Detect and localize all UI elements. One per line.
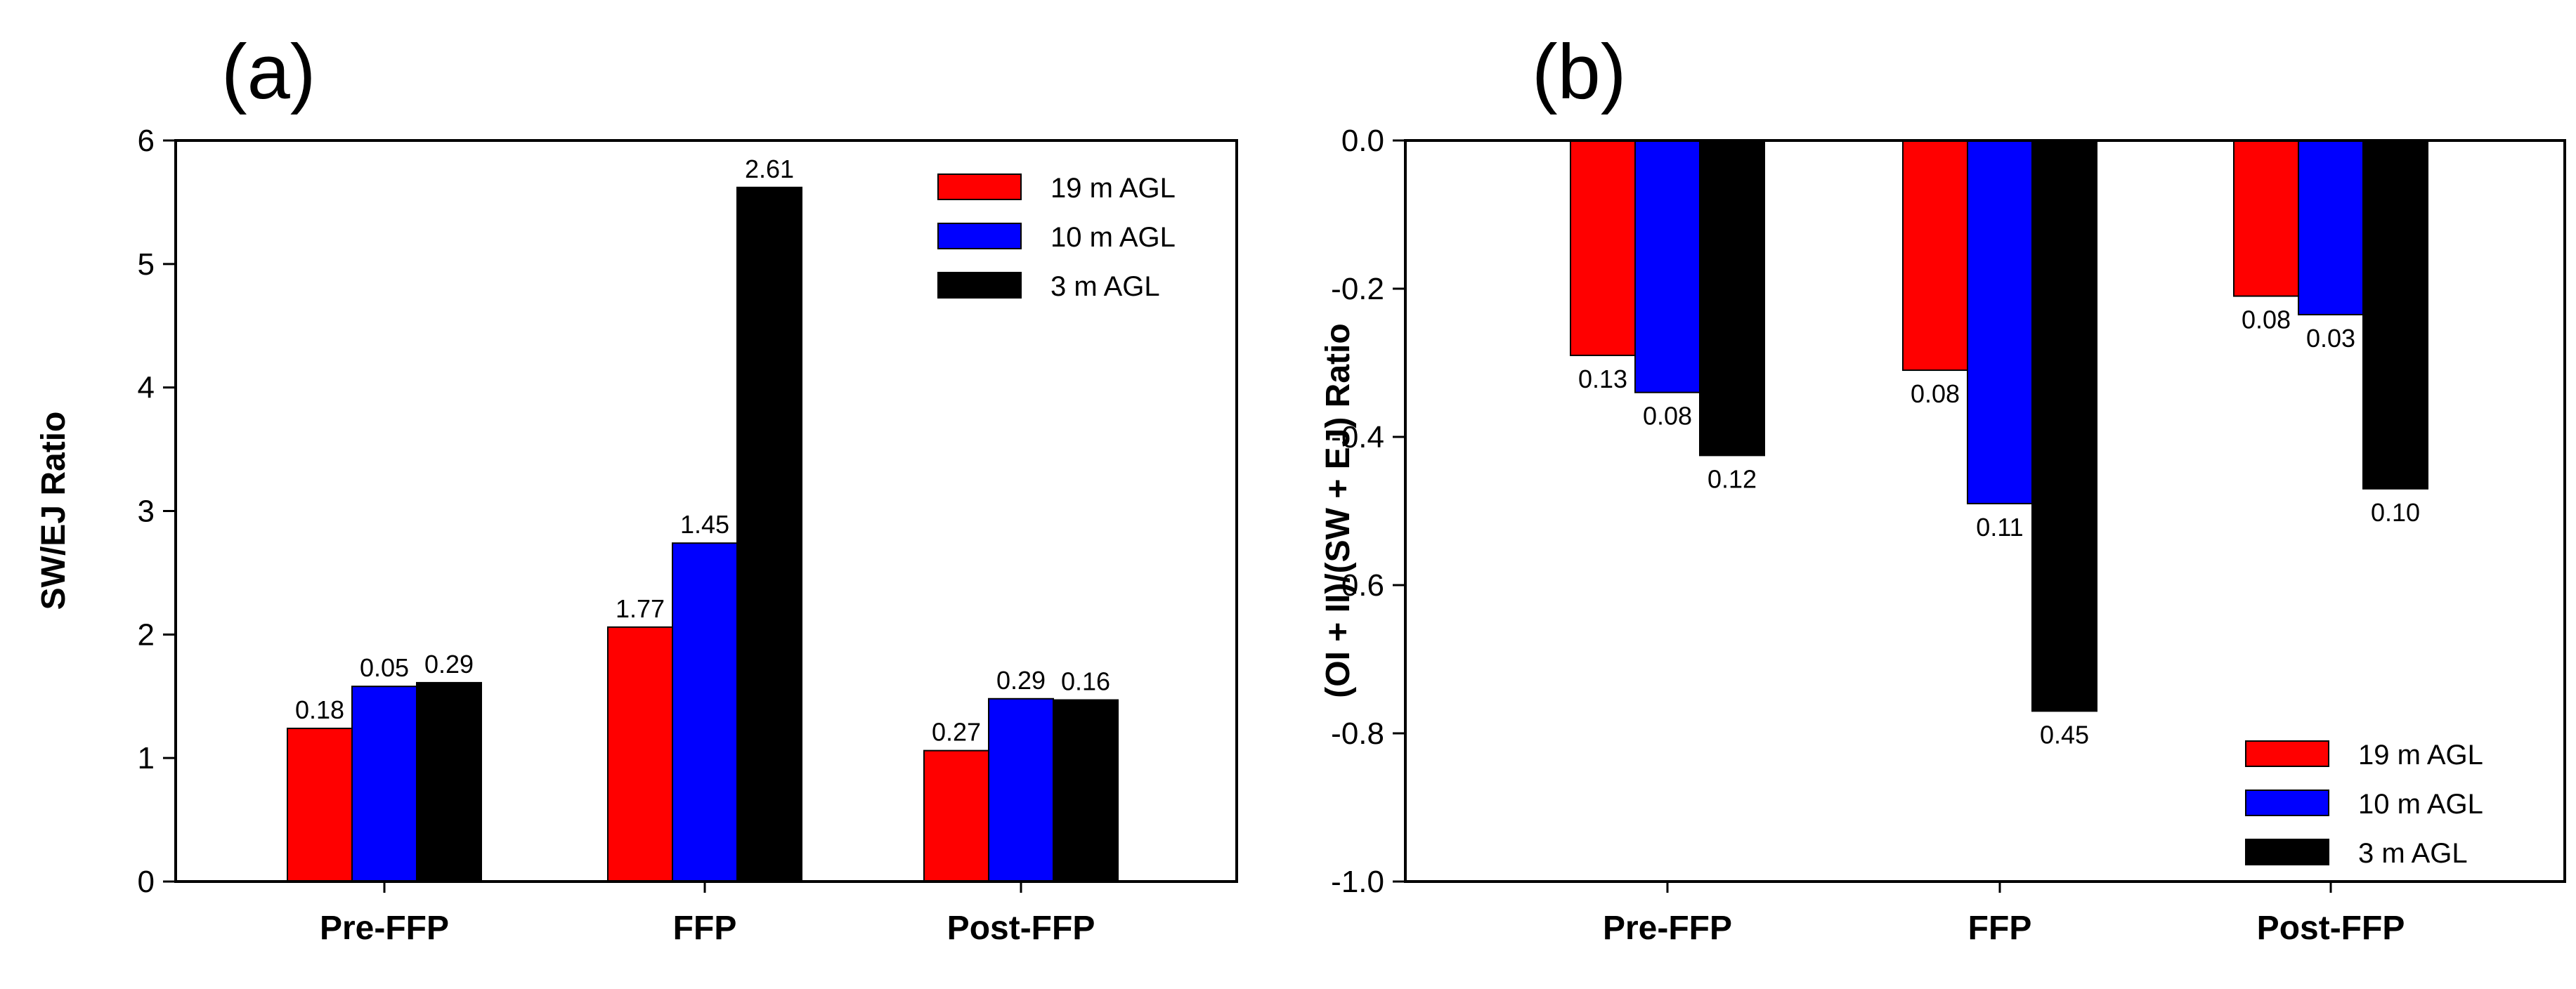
data-label: 0.03 <box>2306 324 2355 353</box>
legend-swatch <box>2245 740 2329 767</box>
chart-panel-b: (b) 0.13 0.08 0.08 0.08 0.11 0.03 0.12 0.45 0.10 0… <box>1320 29 2566 947</box>
data-label: 0.08 <box>1643 402 1692 431</box>
bar-post-ffp-19-m-agl <box>2233 140 2299 297</box>
y-tick-label: -0.8 <box>1331 716 1384 751</box>
legend-swatch <box>937 173 1022 200</box>
data-label: 0.11 <box>1976 513 2023 542</box>
bar-post-ffp-3-m-agl <box>1053 699 1119 883</box>
x-category-label: Pre-FFP <box>1603 910 1732 947</box>
data-label: 0.29 <box>424 650 474 679</box>
x-category-label: Post-FFP <box>947 910 1095 947</box>
bar-post-ffp-3-m-agl <box>2362 140 2428 490</box>
legend-swatch <box>2245 839 2329 865</box>
bar-pre-ffp-10-m-agl <box>1634 140 1700 393</box>
data-label: 0.29 <box>996 666 1046 695</box>
bar-ffp-19-m-agl <box>1902 140 1968 372</box>
y-tick-label: -1.0 <box>1331 865 1384 899</box>
x-category-label: FFP <box>673 910 737 947</box>
data-label: 0.27 <box>932 718 981 747</box>
data-label: 0.16 <box>1061 667 1110 696</box>
legend-label: 19 m AGL <box>1050 173 1176 204</box>
y-tick-label: 0 <box>138 865 155 899</box>
data-label: 1.77 <box>616 594 665 623</box>
panel-label: (a) <box>221 29 316 115</box>
y-tick-label: 4 <box>138 371 155 405</box>
y-tick-label: 6 <box>138 124 155 158</box>
legend-label: 10 m AGL <box>1050 222 1176 253</box>
data-label: 0.12 <box>1707 464 1757 493</box>
legend-swatch <box>937 272 1022 299</box>
bar-ffp-3-m-agl <box>736 186 802 883</box>
data-label: 0.10 <box>2371 498 2420 527</box>
bar-ffp-19-m-agl <box>607 626 673 882</box>
bar-ffp-10-m-agl <box>1967 140 2033 504</box>
bar-post-ffp-19-m-agl <box>923 749 989 883</box>
chart-panel-a: (a) 0.18 1.77 0.27 0.05 1.45 0.29 0.29 2.61 0.16 0… <box>35 29 1238 947</box>
data-label: 0.08 <box>1911 379 1960 408</box>
bar-pre-ffp-3-m-agl <box>1699 140 1765 457</box>
y-tick-label: 5 <box>138 247 155 282</box>
data-label: 0.08 <box>2242 306 2291 334</box>
data-label: 0.18 <box>295 695 344 724</box>
y-axis-title: (OI + II)/(SW + EJ) Ratio <box>1320 323 1357 697</box>
y-tick-label: 0.0 <box>1341 124 1384 158</box>
legend-label: 3 m AGL <box>1050 271 1160 302</box>
bar-pre-ffp-19-m-agl <box>1570 140 1636 356</box>
bar-post-ffp-10-m-agl <box>2298 140 2364 315</box>
data-label: 0.05 <box>360 653 409 682</box>
x-category-label: FFP <box>1968 910 2032 947</box>
legend-swatch <box>2245 790 2329 816</box>
y-tick-label: 1 <box>138 741 155 775</box>
y-tick-label: -0.2 <box>1331 272 1384 306</box>
y-tick-label: -0.4 <box>1331 420 1384 454</box>
bar-pre-ffp-10-m-agl <box>351 686 417 883</box>
bar-post-ffp-10-m-agl <box>988 697 1054 882</box>
panel-label: (b) <box>1532 29 1626 115</box>
y-tick-label: -0.6 <box>1331 568 1384 603</box>
legend: 19 m AGL 10 m AGL 3 m AGL <box>2245 740 2483 869</box>
legend-label: 10 m AGL <box>2358 789 2483 820</box>
bar-ffp-10-m-agl <box>672 542 738 882</box>
y-tick-label: 2 <box>138 617 155 652</box>
x-category-label: Post-FFP <box>2257 910 2405 947</box>
y-tick-label: 3 <box>138 494 155 529</box>
data-label: 1.45 <box>680 510 729 539</box>
data-label: 0.45 <box>2040 720 2089 749</box>
bar-ffp-3-m-agl <box>2031 140 2097 712</box>
bar-pre-ffp-3-m-agl <box>416 681 482 882</box>
legend: 19 m AGL 10 m AGL 3 m AGL <box>937 173 1176 302</box>
x-category-label: Pre-FFP <box>320 910 449 947</box>
y-axis-title: SW/EJ Ratio <box>35 412 72 610</box>
legend-label: 19 m AGL <box>2358 740 2483 771</box>
legend-label: 3 m AGL <box>2358 838 2468 869</box>
data-label: 2.61 <box>745 155 794 183</box>
data-label: 0.13 <box>1578 365 1627 393</box>
plot-frame <box>1404 139 2566 883</box>
legend-swatch <box>937 223 1022 249</box>
bar-pre-ffp-19-m-agl <box>287 727 353 883</box>
